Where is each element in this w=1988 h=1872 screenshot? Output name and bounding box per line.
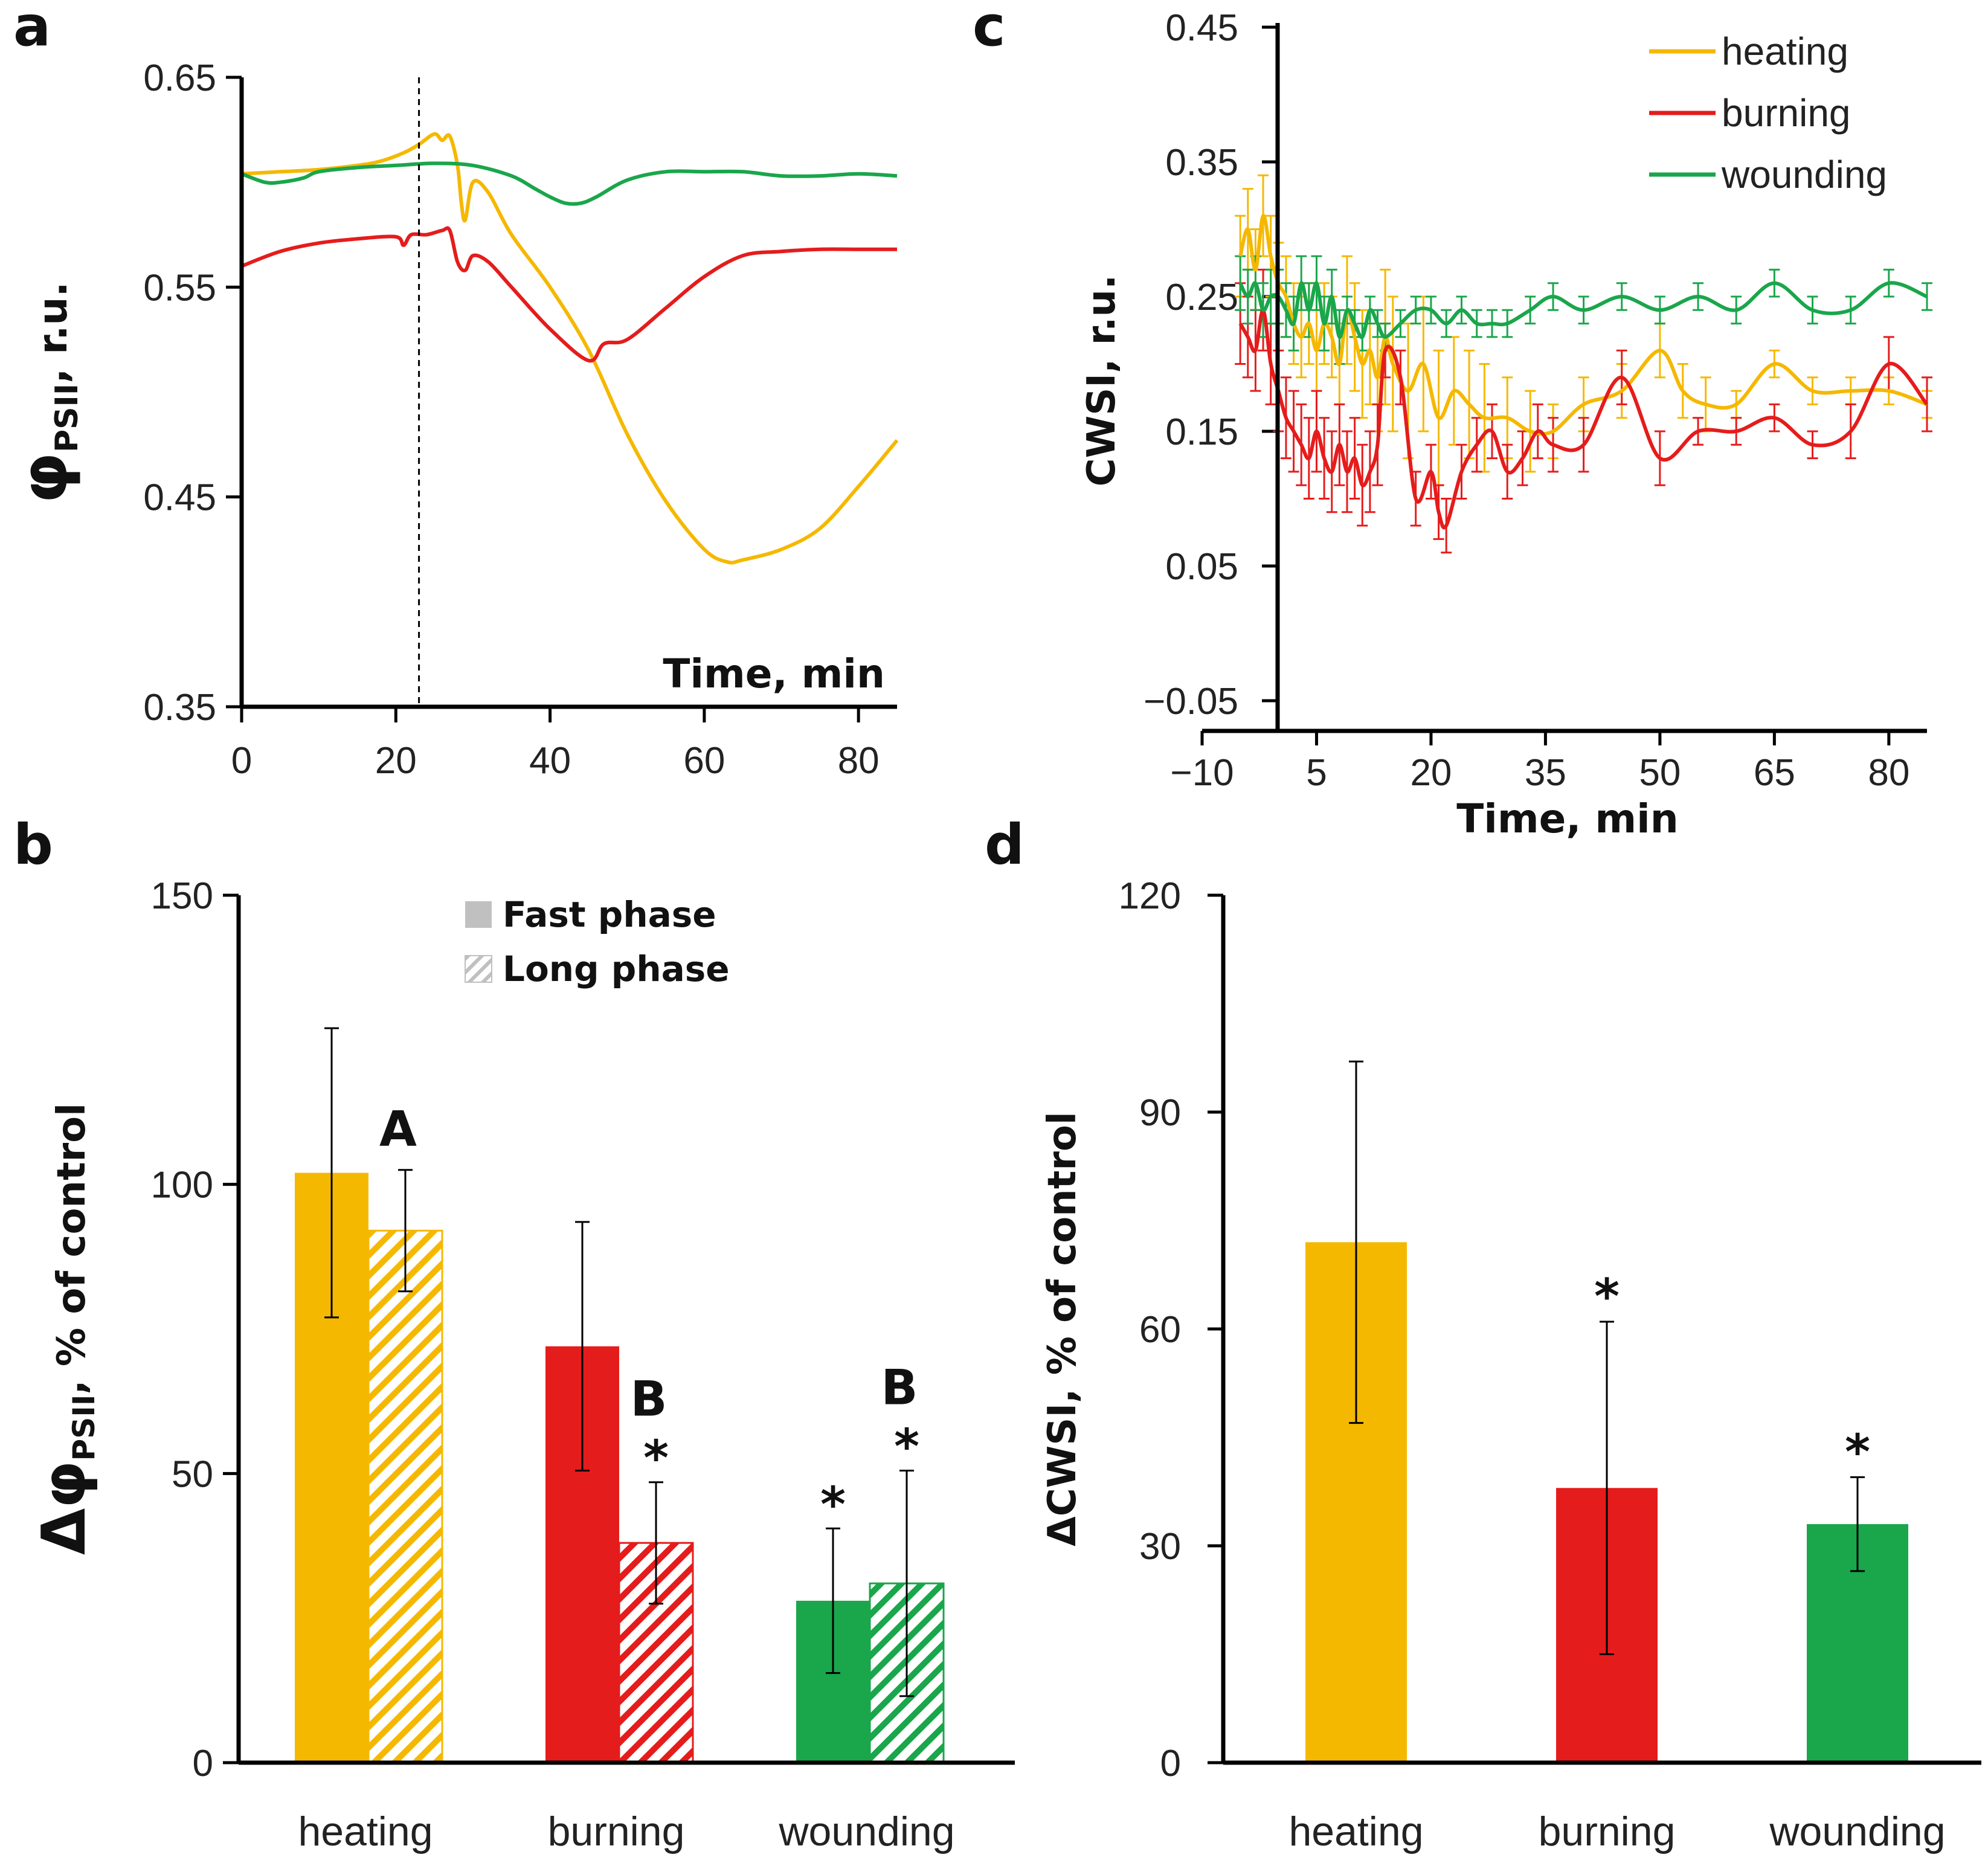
b-group-letter: B bbox=[631, 1371, 667, 1427]
b-group-letter: B bbox=[881, 1360, 918, 1416]
a-series-lines bbox=[240, 132, 899, 565]
c-y-tick-label: −0.05 bbox=[1144, 681, 1238, 722]
d-y-tick-label: 90 bbox=[1139, 1092, 1181, 1134]
a-x-tick-label: 40 bbox=[529, 740, 571, 782]
b-category-label-burning: burning bbox=[548, 1809, 685, 1854]
c-legend: heating burning wounding bbox=[1649, 30, 1887, 196]
b-category-label-wounding: wounding bbox=[778, 1809, 954, 1854]
b-y-tick-label: 150 bbox=[151, 875, 213, 917]
panel-label-a: a bbox=[13, 0, 51, 59]
a-line-burning bbox=[240, 226, 897, 363]
b-significance-star-long: * bbox=[894, 1419, 919, 1475]
b-group-letter: A bbox=[379, 1101, 417, 1157]
d-significance-star: * bbox=[1594, 1269, 1620, 1325]
panel-label-b: b bbox=[13, 812, 53, 877]
a-y-tick-label: 0.35 bbox=[143, 687, 216, 729]
b-legend-long-label: Long phase bbox=[503, 948, 730, 989]
c-x-tick-label: 65 bbox=[1754, 752, 1795, 794]
c-legend-label-wounding: wounding bbox=[1721, 153, 1887, 196]
b-bars: A*B**B bbox=[295, 1027, 945, 1764]
a-y-axis-ticks: 0.35 0.45 0.55 0.65 bbox=[143, 57, 242, 729]
b-legend-fast-swatch bbox=[465, 901, 492, 928]
c-legend-label-burning: burning bbox=[1722, 91, 1851, 135]
c-y-tick-label: 0.05 bbox=[1165, 546, 1238, 588]
a-x-axis-title: Time, min bbox=[663, 651, 885, 697]
c-line-wounding bbox=[1238, 281, 1928, 339]
b-bar-long-heating bbox=[367, 1229, 443, 1764]
a-y-tick-label: 0.45 bbox=[143, 477, 216, 519]
chart-a: 0.35 0.45 0.55 0.65 0 20 40 60 80 Time, min φPS… bbox=[7, 57, 899, 782]
panel-label-c: c bbox=[973, 0, 1006, 59]
d-y-axis-title: ΔCWSI, % of control bbox=[1040, 1111, 1085, 1546]
d-y-tick-label: 120 bbox=[1119, 875, 1181, 917]
a-y-axis-title: φPSII, r.u. bbox=[7, 281, 85, 503]
a-y-tick-label: 0.65 bbox=[143, 57, 216, 99]
d-significance-star: * bbox=[1845, 1424, 1870, 1480]
c-y-tick-label: 0.25 bbox=[1165, 277, 1238, 318]
c-line-burning bbox=[1238, 308, 1929, 530]
c-y-axis-ticks: −0.05 0.05 0.15 0.25 0.35 0.45 bbox=[1144, 7, 1278, 722]
c-x-tick-label: 50 bbox=[1639, 752, 1681, 794]
c-y-axis-title: CWSI, r.u. bbox=[1079, 275, 1124, 487]
chart-c: −0.05 0.05 0.15 0.25 0.35 0.45 −10 5 20 35 50 65 80… bbox=[1079, 7, 1932, 842]
d-category-label-wounding: wounding bbox=[1769, 1809, 1945, 1854]
a-line-heating bbox=[241, 132, 899, 565]
b-y-tick-label: 0 bbox=[193, 1743, 213, 1784]
c-legend-label-heating: heating bbox=[1722, 30, 1848, 73]
b-y-axis-ticks: 0 50 100 150 bbox=[151, 875, 239, 1784]
c-y-tick-label: 0.15 bbox=[1165, 411, 1238, 453]
b-y-tick-label: 50 bbox=[172, 1453, 213, 1495]
c-x-axis-title: Time, min bbox=[1456, 796, 1679, 842]
a-x-axis-ticks: 0 20 40 60 80 bbox=[231, 707, 880, 782]
d-category-label-burning: burning bbox=[1539, 1809, 1676, 1854]
a-x-tick-label: 60 bbox=[683, 740, 725, 782]
c-x-tick-label: −10 bbox=[1170, 752, 1234, 794]
d-y-axis-ticks: 0 30 60 90 120 bbox=[1119, 875, 1223, 1784]
c-x-axis-ticks: −10 5 20 35 50 65 80 bbox=[1170, 731, 1909, 794]
b-y-tick-label: 100 bbox=[151, 1165, 213, 1206]
b-legend: Fast phase Long phase bbox=[465, 894, 730, 989]
c-x-tick-label: 20 bbox=[1410, 752, 1452, 794]
b-category-labels: heating burning wounding bbox=[298, 1809, 954, 1854]
d-bars: ** bbox=[1305, 1060, 1908, 1763]
c-y-tick-label: 0.35 bbox=[1165, 142, 1238, 184]
b-y-axis-title: ΔφPSII, % of control bbox=[28, 1103, 101, 1555]
b-significance-star-long: * bbox=[643, 1430, 669, 1487]
d-y-tick-label: 0 bbox=[1160, 1743, 1181, 1784]
a-x-tick-label: 20 bbox=[375, 740, 417, 782]
c-y-tick-label: 0.45 bbox=[1165, 7, 1238, 49]
c-x-tick-label: 80 bbox=[1868, 752, 1909, 794]
a-x-tick-label: 80 bbox=[838, 740, 880, 782]
b-legend-long-swatch bbox=[465, 955, 492, 983]
d-y-tick-label: 60 bbox=[1139, 1309, 1181, 1351]
d-category-labels: heating burning wounding bbox=[1288, 1809, 1945, 1854]
b-category-label-heating: heating bbox=[298, 1809, 433, 1854]
c-x-tick-label: 5 bbox=[1306, 752, 1327, 794]
a-x-tick-label: 0 bbox=[231, 740, 252, 782]
c-series-lines bbox=[1235, 174, 1932, 554]
d-y-tick-label: 30 bbox=[1139, 1526, 1181, 1568]
a-y-tick-label: 0.55 bbox=[143, 267, 216, 309]
b-legend-fast-label: Fast phase bbox=[503, 894, 716, 935]
a-line-wounding bbox=[240, 161, 898, 206]
c-x-tick-label: 35 bbox=[1525, 752, 1566, 794]
b-significance-star-fast: * bbox=[820, 1476, 846, 1533]
panel-label-d: d bbox=[985, 812, 1025, 877]
d-category-label-heating: heating bbox=[1288, 1809, 1423, 1854]
